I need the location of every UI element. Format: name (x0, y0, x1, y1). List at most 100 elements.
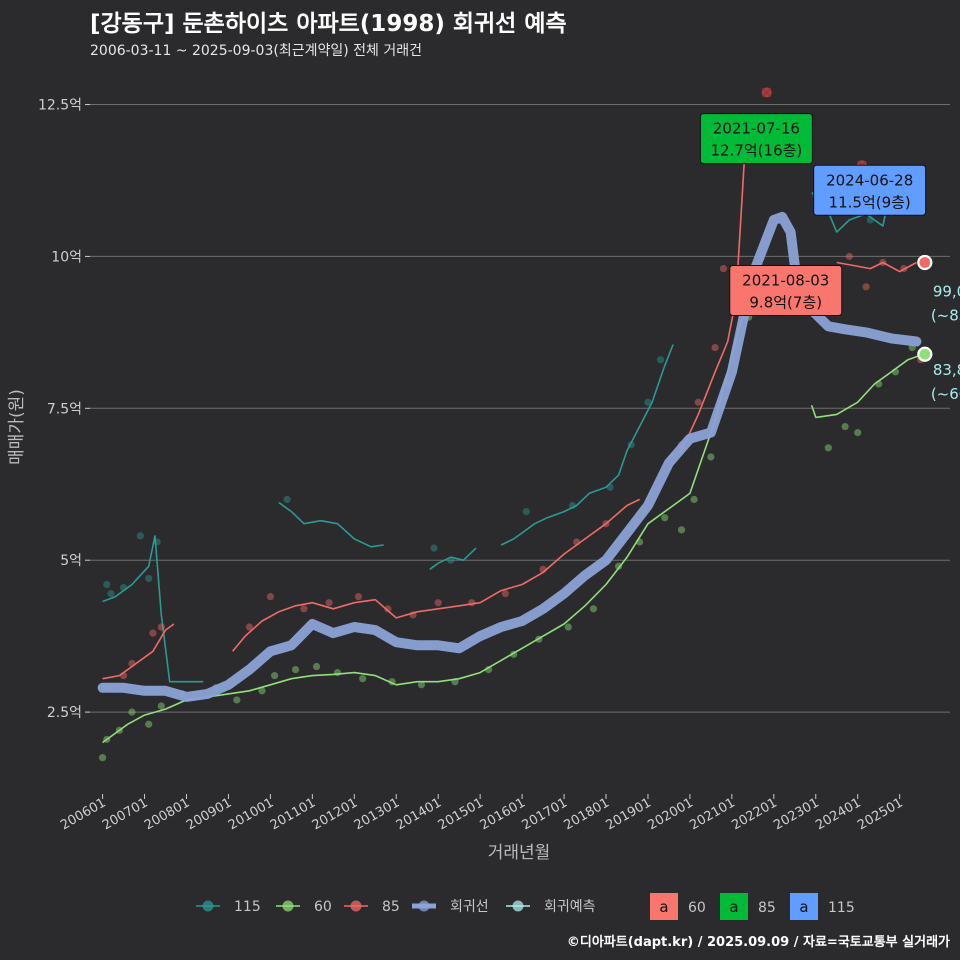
forecast-area: (~85㎡) (931, 306, 960, 324)
scatter-point-85 (694, 398, 702, 406)
series-line-115 (102, 165, 897, 683)
regression-line (97, 211, 922, 702)
legend-label-swatch (790, 893, 818, 920)
legend-label: 60 (314, 899, 332, 915)
x-tick-label: 201401 (394, 795, 444, 833)
series-line-85 (102, 115, 917, 680)
legend-label: 85 (382, 899, 400, 915)
scatter-point-115 (103, 580, 111, 589)
series-layer (98, 115, 926, 762)
highlight-cross (762, 87, 772, 97)
scatter-point-60 (359, 675, 367, 683)
callout-date: 2021-08-03 (742, 272, 829, 290)
legend-label-swatch (650, 893, 678, 920)
callout-date: 2021-07-16 (713, 120, 800, 138)
legend-swatch-dot (282, 900, 294, 912)
legend-swatch-dot (418, 900, 430, 912)
x-tick-label: 201601 (478, 795, 528, 833)
legend-label-glyph: a (799, 898, 808, 916)
x-tick-label: 200901 (184, 795, 234, 833)
scatter-point-60 (291, 665, 300, 674)
scatter-point-115 (107, 590, 115, 598)
scatter-point-115 (430, 544, 438, 552)
callout-value: 9.8억(7층) (749, 294, 822, 312)
scatter-point-85 (149, 629, 157, 637)
x-tick-label: 201101 (268, 795, 318, 833)
scatter-point-85 (354, 593, 363, 601)
scatter-point-115 (283, 495, 291, 504)
x-tick-label: 202401 (813, 795, 863, 833)
x-tick-label: 200601 (58, 795, 108, 833)
legend-label-glyph: a (729, 898, 738, 916)
scatter-point-85 (300, 605, 308, 613)
scatter-point-115 (644, 398, 652, 406)
x-tick-label: 201201 (310, 795, 360, 833)
regression-layer (97, 211, 922, 702)
scatter-point-85 (711, 343, 719, 352)
scatter-point-60 (417, 681, 426, 689)
x-axis: 2006012007012008012009012010012011012012… (58, 794, 906, 833)
scatter-point-85 (845, 252, 853, 261)
forecast-point-85 (917, 254, 933, 271)
callout-date: 2024-06-28 (826, 171, 913, 189)
scatter-point-60 (98, 754, 107, 762)
scatter-point-115 (145, 574, 153, 583)
y-tick-label: 12.5억 (38, 98, 82, 114)
scatter-point-115 (656, 356, 665, 364)
legend-label: 115 (828, 900, 855, 916)
x-tick-label: 201301 (352, 795, 402, 833)
scatter-point-85 (325, 599, 333, 607)
callout-layer: 2021-07-16 12.7억(16층) 2024-06-28 11.5억(9층) 2… (699, 113, 927, 317)
x-tick-label: 201801 (562, 795, 612, 833)
forecast-area: (~60㎡) (931, 385, 960, 403)
scatter-point-60 (841, 422, 849, 431)
x-tick-label: 202201 (729, 795, 779, 833)
scatter-point-85 (384, 605, 392, 613)
x-tick-label: 202501 (855, 795, 905, 833)
scatter-point-60 (233, 696, 241, 704)
callout-value: 11.5억(9층) (829, 193, 911, 211)
y-tick-label: 2.5억 (47, 705, 82, 721)
scatter-point-60 (258, 687, 266, 695)
scatter-point-60 (564, 623, 572, 631)
y-tick-label: 7.5억 (47, 401, 82, 417)
legend-label: 60 (688, 900, 706, 916)
x-tick-label: 201501 (436, 795, 486, 833)
scatter-point-60 (128, 708, 136, 716)
scatter-point-85 (862, 283, 870, 291)
scatter-point-60 (854, 429, 862, 437)
callout-box (729, 265, 843, 317)
x-tick-label: 201901 (603, 795, 653, 833)
scatter-point-85 (501, 590, 509, 598)
chart-subtitle: 2006-03-11 ~ 2025-09-03(최근계약일) 전체 거래건 (90, 43, 422, 59)
scatter-point-60 (145, 720, 153, 728)
scatter-point-85 (468, 599, 476, 607)
legend-swatch-dot (202, 900, 214, 912)
source-caption: ©디아파트(dapt.kr) / 2025.09.09 / 자료=국토교통부 실… (566, 935, 950, 950)
scatter-point-60 (707, 453, 715, 461)
scatter-point-85 (434, 599, 442, 607)
scatter-point-60 (690, 495, 698, 504)
scatter-point-60 (589, 605, 598, 613)
scatter-point-60 (270, 672, 279, 680)
x-tick-label: 202101 (687, 795, 737, 833)
legend-label-glyph: a (659, 898, 668, 916)
scatter-point-85 (245, 623, 254, 631)
legend: 115 60 85 회귀선 회귀예측 a 60 a 85 a 115 (196, 893, 855, 920)
x-tick-label: 201001 (226, 795, 276, 833)
chart-title: [강동구] 둔촌하이츠 아파트(1998) 회귀선 예측 (90, 11, 567, 37)
y-axis-label: 매매가(원) (7, 389, 27, 465)
scatter-point-60 (824, 444, 832, 452)
legend-label: 115 (234, 899, 261, 915)
scatter-point-85 (157, 623, 165, 631)
legend-label: 회귀예측 (544, 899, 596, 915)
scatter-point-85 (719, 264, 728, 273)
scatter-point-60 (677, 526, 686, 534)
x-tick-label: 202001 (645, 795, 695, 833)
legend-label: 85 (758, 900, 776, 916)
callout-value: 12.7억(16층) (710, 142, 802, 160)
y-tick-label: 5억 (60, 553, 82, 569)
legend-label-swatch (720, 893, 748, 920)
forecast-value: 99,000 (933, 282, 960, 300)
y-axis: 2.5억 5억 7.5억 10억 12.5억 (38, 98, 90, 721)
